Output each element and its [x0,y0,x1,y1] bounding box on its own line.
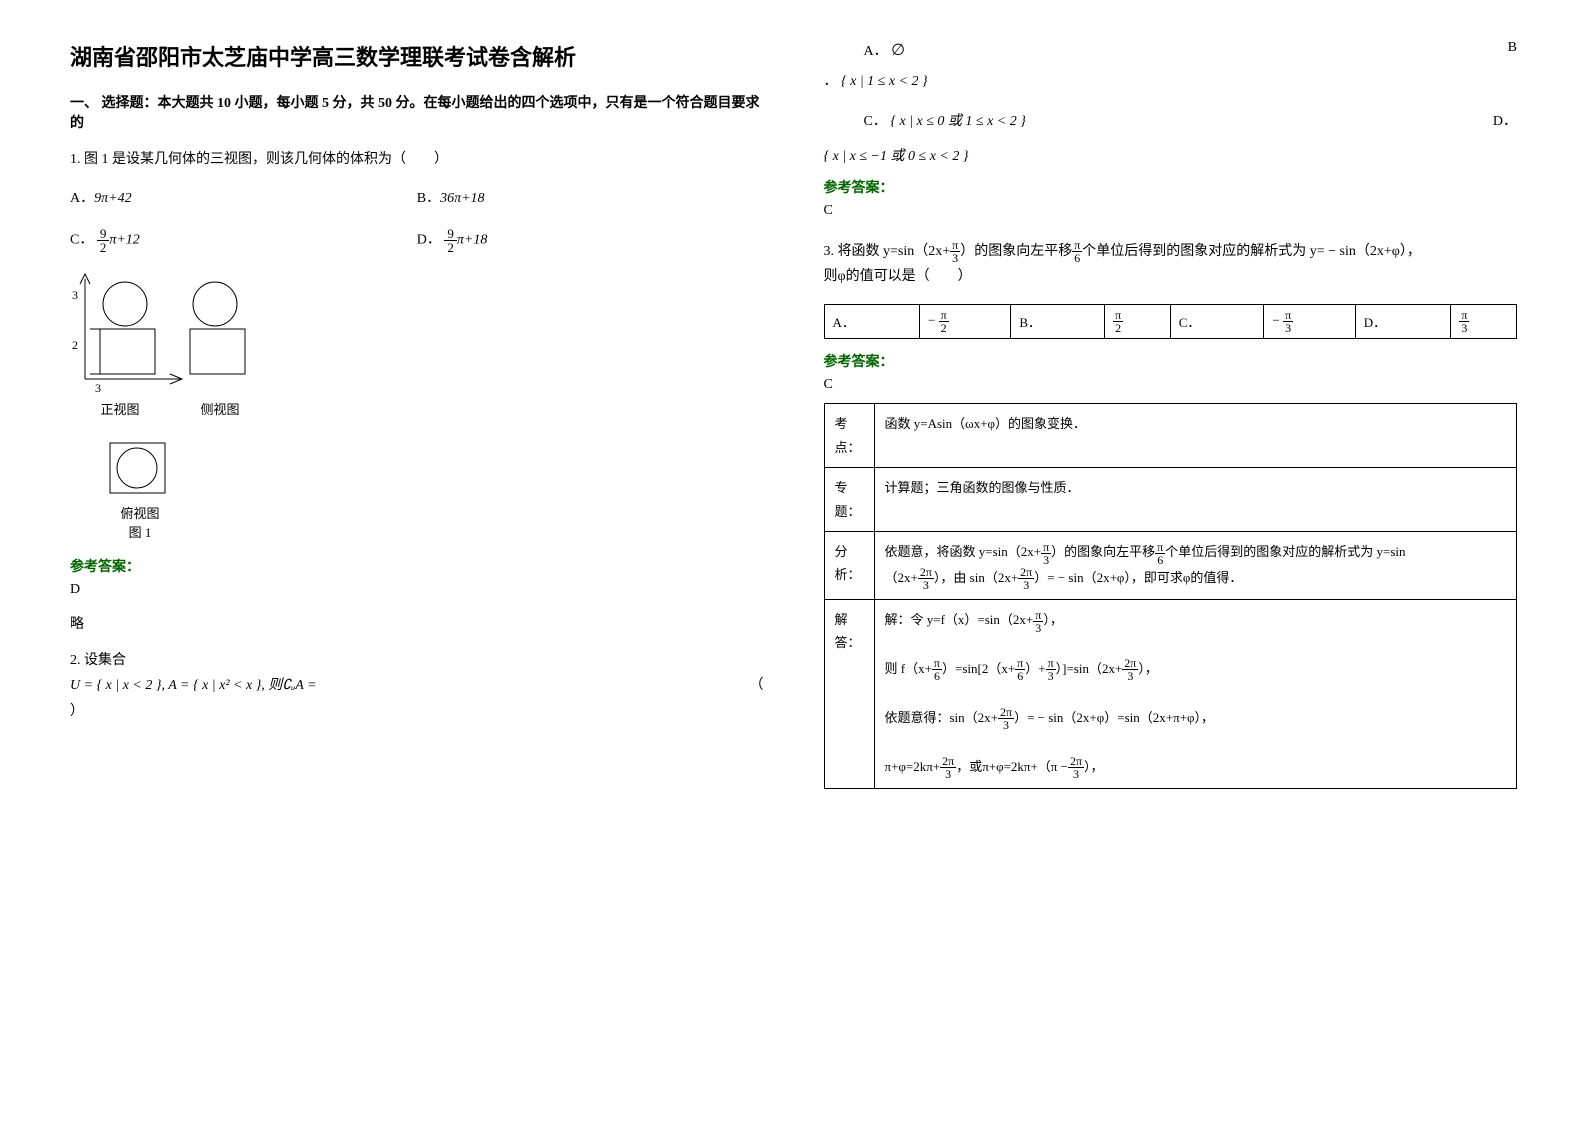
svg-text:3: 3 [95,381,101,395]
q2-opt-d-label: D． [1493,110,1517,130]
question-1: 1. 图 1 是设某几何体的三视图，则该几何体的体积为（ ） [70,147,764,172]
q2-opt-b: ． { x | 1 ≤ x < 2 } [824,70,1518,90]
section-heading: 一、 选择题：本大题共 10 小题，每小题 5 分，共 50 分。在每小题给出的… [70,92,764,132]
analysis-kaodian: 函数 y=Asin（ωx+φ）的图象变换． [874,404,1517,468]
q1-text: 1. 图 1 是设某几何体的三视图，则该几何体的体积为（ ） [70,147,764,172]
q1-note: 略 [70,613,764,633]
q2-opt-d: { x | x ≤ −1 或 0 ≤ x < 2 } [824,145,1518,165]
top-view-icon [100,433,180,503]
question-2: 2. 设集合 U = { x | x < 2 }, A = { x | x² <… [70,648,764,724]
analysis-jieda-label: 解答： [824,600,874,789]
analysis-fenxi-label: 分析： [824,532,874,600]
analysis-fenxi: 依题意，将函数 y=sin（2x+π3）的图象向左平移π6个单位后得到的图象对应… [874,532,1517,600]
q1-opt-c: C． 92π+12 [70,227,417,254]
q3-analysis-table: 考点： 函数 y=Asin（ωx+φ）的图象变换． 专题： 计算题；三角函数的图… [824,403,1518,789]
analysis-zhuanti: 计算题；三角函数的图像与性质． [874,468,1517,532]
q1-opt-b: B．36π+18 [417,187,764,207]
q1-opt-a: A．9π+42 [70,187,417,207]
page-title: 湖南省邵阳市太芝庙中学高三数学理联考试卷含解析 [70,40,764,72]
question-3: 3. 将函数 y=sin（2x+π3）的图象向左平移π6个单位后得到的图象对应的… [824,239,1518,289]
q3-text-2: 则φ的值可以是（ ） [824,264,1518,289]
q2-answer: C [824,203,1518,219]
q1-options: A．9π+42 B．36π+18 C． 92π+12 D． 92π+18 [70,187,764,254]
q3-opt-c-label: C． [1170,305,1264,339]
top-view-label: 俯视图 [70,503,210,522]
q3-text: 3. 将函数 y=sin（2x+π3）的图象向左平移π6个单位后得到的图象对应的… [824,239,1518,264]
q2-answer-label: 参考答案： [824,177,1518,197]
q3-answer: C [824,377,1518,393]
q2-opt-b-label: B [1508,40,1517,60]
front-side-view-icon: 3 2 3 [70,269,270,399]
q2-opt-a: A． ∅ [824,40,906,60]
side-view-label: 侧视图 [200,399,239,418]
figure-1-label: 图 1 [70,522,210,541]
q2-paren-l: （ [750,673,764,698]
svg-text:3: 3 [72,288,78,302]
q2-opt-c: C． { x | x ≤ 0 或 1 ≤ x < 2 } [864,110,1026,130]
q3-opt-d: π3 [1451,305,1517,339]
q3-opt-c: − π3 [1264,305,1355,339]
q3-opt-b: π2 [1105,305,1171,339]
analysis-zhuanti-label: 专题： [824,468,874,532]
front-view-label: 正视图 [100,399,139,418]
q3-opt-a: − π2 [920,305,1011,339]
q3-answer-label: 参考答案： [824,351,1518,371]
q2-formula: U = { x | x < 2 }, A = { x | x² < x }, 则… [70,673,317,698]
q1-answer-label: 参考答案： [70,556,764,576]
q3-choice-table: A． − π2 B． π2 C． − π3 D． π3 [824,304,1518,339]
analysis-jieda: 解：令 y=f（x）=sin（2x+π3）， 则 f（x+π6）=sin[2（x… [874,600,1517,789]
q3-opt-b-label: B． [1011,305,1105,339]
q1-figure: 3 2 3 正视图 侧视图 俯视图 图 1 [70,269,764,541]
q2-text: 2. 设集合 [70,648,764,673]
q1-answer: D [70,582,764,598]
q3-opt-d-label: D． [1355,305,1451,339]
q2-paren-r: ） [70,699,764,724]
q1-opt-d: D． 92π+18 [417,227,764,254]
q3-opt-a-label: A． [824,305,920,339]
svg-text:2: 2 [72,338,78,352]
analysis-kaodian-label: 考点： [824,404,874,468]
